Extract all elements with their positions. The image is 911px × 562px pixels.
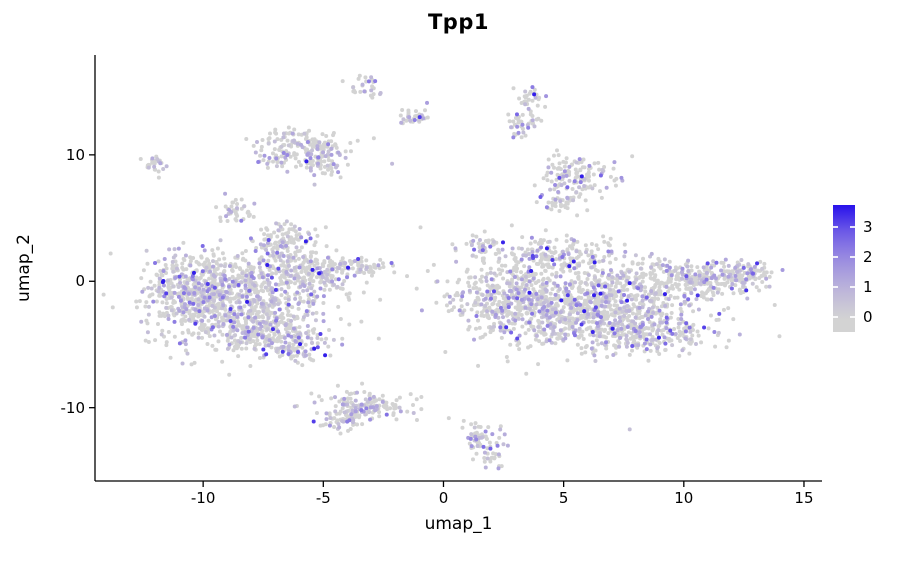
colorbar-tick-mark: [833, 226, 838, 228]
x-tick-label: 15: [794, 489, 814, 507]
x-tick-label: 10: [674, 489, 694, 507]
x-tick-label: 5: [558, 489, 569, 507]
colorbar-tick-mark: [850, 256, 855, 258]
x-tick-label: 0: [438, 489, 449, 507]
plot-title: Tpp1: [427, 10, 489, 34]
colorbar-tick-mark: [833, 316, 838, 318]
legend-tick-label: 0: [863, 307, 873, 326]
legend-tick-label: 2: [863, 247, 873, 266]
x-tick-label: -10: [190, 489, 216, 507]
colorbar-tick-mark: [833, 286, 838, 288]
y-axis-title: umap_2: [14, 234, 34, 302]
y-tick-label: 0: [75, 272, 85, 291]
colorbar-tick-mark: [850, 226, 855, 228]
umap-points-canvas: [95, 55, 822, 481]
y-tick-label: -10: [60, 398, 86, 417]
legend-tick-label: 3: [863, 217, 873, 236]
colorbar-tick-mark: [850, 286, 855, 288]
legend-colorbar: [833, 205, 855, 332]
colorbar-tick-mark: [833, 256, 838, 258]
y-tick-label: 10: [65, 145, 85, 164]
colorbar-tick-mark: [850, 316, 855, 318]
legend-tick-label: 1: [863, 277, 873, 296]
x-axis-title: umap_1: [424, 514, 493, 534]
x-tick-label: -5: [315, 489, 331, 507]
